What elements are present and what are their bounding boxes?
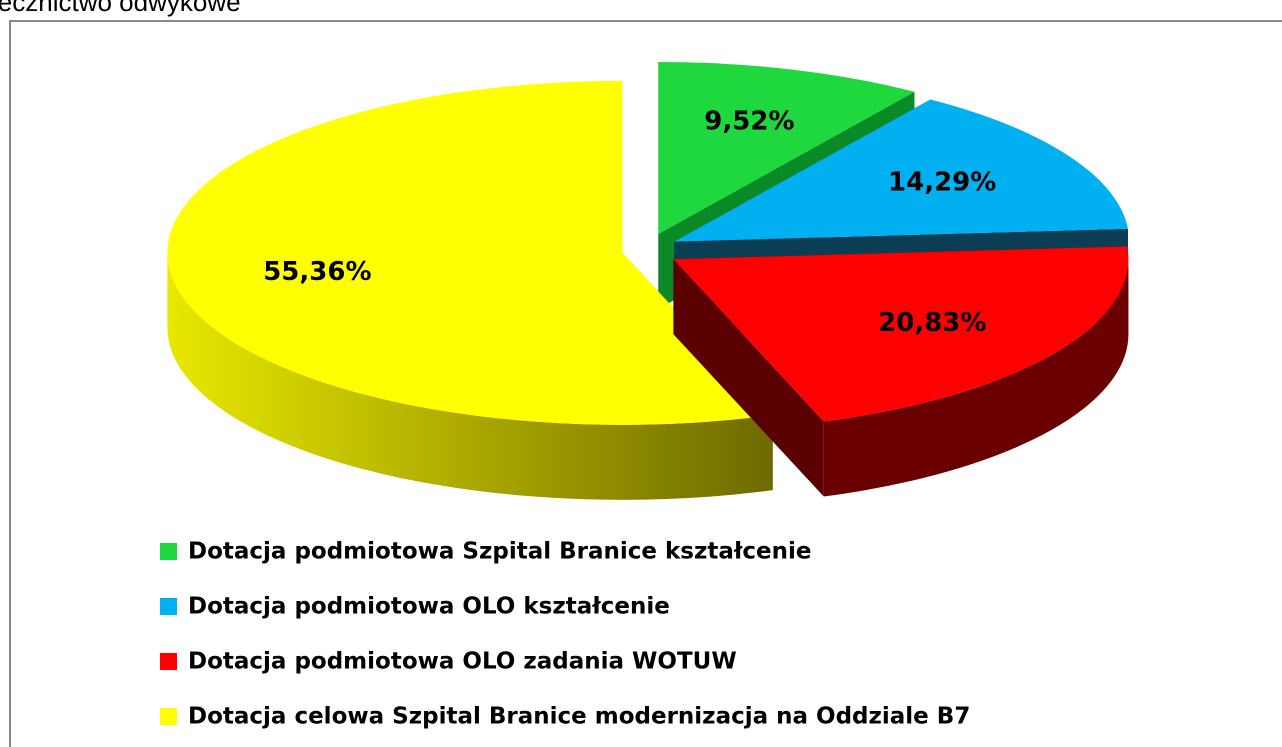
legend-swatch <box>160 653 177 670</box>
slice-top <box>167 80 773 425</box>
slice-top <box>674 99 1128 242</box>
slice-top <box>673 246 1129 422</box>
legend-label: Dotacja podmiotowa OLO kształcenie <box>188 594 670 620</box>
slice: 20,83% <box>673 246 1129 497</box>
legend-swatch <box>160 543 177 560</box>
data-label: 9,52% <box>704 107 794 137</box>
legend-swatch <box>160 708 177 725</box>
legend-label: Dotacja podmiotowa OLO zadania WOTUW <box>188 649 737 675</box>
data-label: 14,29% <box>888 168 996 198</box>
slice-wall <box>673 259 824 497</box>
legend-label: Dotacja podmiotowa Szpital Branice kszta… <box>188 539 812 565</box>
chart-frame <box>9 20 1282 747</box>
data-label: 55,36% <box>263 257 371 287</box>
slice-top <box>658 61 915 234</box>
slice-side <box>823 259 1129 497</box>
header-text: lecznictwo odwykowe <box>0 0 241 17</box>
slice-side <box>167 252 773 500</box>
slice: 55,36% <box>167 80 773 500</box>
legend-label: Dotacja celowa Szpital Branice moderniza… <box>188 704 970 730</box>
legend-swatch <box>160 598 177 615</box>
data-label: 20,83% <box>878 308 986 338</box>
